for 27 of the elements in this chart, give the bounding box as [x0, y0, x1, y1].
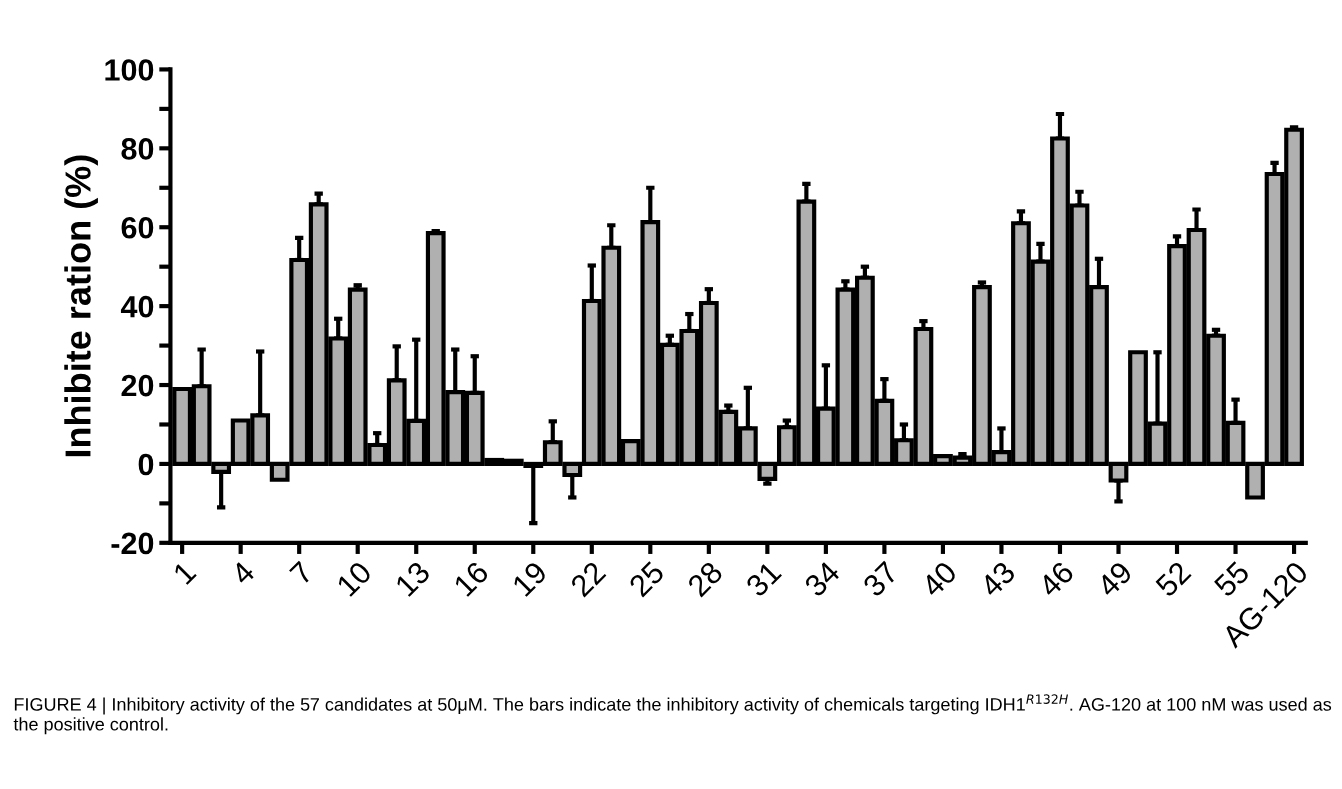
- x-tick-label: 28: [686, 560, 724, 598]
- x-tick-label: 49: [1095, 560, 1134, 599]
- x-tick-label: 34: [803, 560, 842, 598]
- x-tick-label: 22: [569, 560, 607, 598]
- x-tick-label: 13: [394, 560, 432, 598]
- x-tick-label: 7: [289, 560, 314, 586]
- x-tick-label: 25: [627, 560, 666, 598]
- y-tick-label: 40: [120, 295, 154, 318]
- y-tick-label: 0: [138, 453, 154, 476]
- y-tick-label: 20: [121, 374, 154, 397]
- x-tick-label: 40: [919, 560, 958, 599]
- x-tick-label: 1: [172, 560, 197, 585]
- y-tick-label: -20: [111, 532, 154, 555]
- y-axis-title: Inhibite ration (%): [64, 155, 98, 457]
- x-tick-label: 4: [229, 560, 256, 586]
- x-tick-label: 37: [861, 560, 900, 598]
- y-tick-label: 100: [105, 59, 154, 81]
- y-tick-label: 60: [121, 216, 154, 239]
- x-tick-label: 19: [511, 560, 549, 598]
- x-tick-label: 10: [335, 560, 373, 598]
- x-tick-label: 46: [1037, 560, 1075, 599]
- x-tick-label: 43: [978, 560, 1017, 599]
- x-tick-label: 16: [452, 560, 490, 598]
- x-tick-label: 31: [744, 560, 783, 598]
- text: FIGURE 4 | Inhibitory activity of the 57 candidates at 50μM. The bars indicate the inhibitory activity of chemicals targeting IDH1$^{R132H}$. AG-120 at 100 nM was used as the positive control.: [13, 694, 1332, 735]
- y-tick-label: 80: [121, 138, 154, 160]
- x-tick-label: 52: [1154, 560, 1192, 598]
